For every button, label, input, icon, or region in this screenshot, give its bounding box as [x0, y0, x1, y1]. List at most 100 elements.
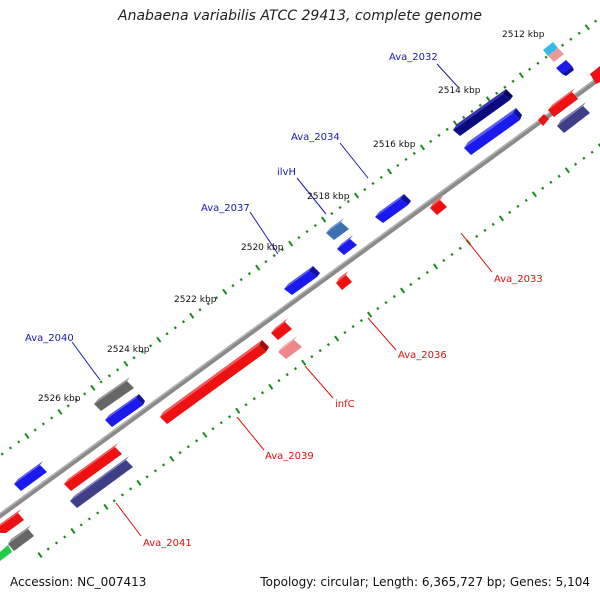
- gene-block-infc-red[interactable]: [271, 318, 292, 340]
- major-tick: [498, 215, 505, 222]
- minor-tick: [508, 210, 512, 214]
- minor-tick: [470, 109, 474, 113]
- gene-block-top-red-edge[interactable]: [590, 66, 600, 84]
- gene-block-ava-2032b[interactable]: [464, 108, 522, 155]
- gene-block-ava-2041-purple[interactable]: [70, 456, 133, 508]
- gene-block-left-blue[interactable]: [14, 461, 47, 491]
- major-tick: [235, 407, 241, 414]
- minor-tick: [478, 103, 482, 107]
- minor-tick: [277, 379, 281, 383]
- gene-block-ava-2033[interactable]: [430, 196, 447, 215]
- gene-block-ava-2039[interactable]: [160, 340, 269, 424]
- gene-block-ava-2036[interactable]: [336, 271, 352, 290]
- gene-block-ilvh[interactable]: [326, 218, 349, 240]
- minor-tick: [66, 404, 70, 408]
- minor-tick: [560, 43, 565, 47]
- minor-tick: [129, 487, 133, 491]
- genome-summary-label: Topology: circular; Length: 6,365,727 bp…: [260, 575, 590, 589]
- minor-tick: [0, 452, 4, 456]
- major-tick: [353, 192, 360, 199]
- minor-tick: [376, 306, 380, 311]
- minor-tick: [247, 272, 252, 276]
- minor-tick: [99, 380, 103, 384]
- minor-tick: [285, 373, 289, 377]
- gene-block-top-red[interactable]: [548, 88, 578, 117]
- gene-block-infc-pink[interactable]: [278, 336, 302, 359]
- minor-tick: [313, 223, 317, 228]
- gene-block-bottom-grey[interactable]: [8, 525, 34, 551]
- minor-tick: [429, 139, 433, 144]
- minor-tick: [41, 422, 45, 426]
- gene-block-top-purple[interactable]: [557, 102, 590, 133]
- minor-tick: [462, 115, 466, 119]
- minor-tick: [330, 211, 334, 216]
- gene-block-ava-2037[interactable]: [284, 266, 320, 295]
- minor-tick: [384, 300, 388, 305]
- kbp-tick-label: 2514 kbp: [438, 86, 481, 96]
- gene-label[interactable]: Ava_2039: [265, 451, 314, 462]
- minor-tick: [511, 79, 515, 83]
- minor-tick: [582, 156, 586, 160]
- gene-block-ava-2032[interactable]: [453, 89, 513, 136]
- gene-block-top-cyan[interactable]: [543, 42, 564, 62]
- minor-tick: [231, 284, 235, 288]
- minor-tick: [379, 175, 383, 180]
- minor-tick: [17, 440, 21, 444]
- gene-label[interactable]: Ava_2033: [494, 274, 543, 285]
- minor-tick: [359, 318, 363, 323]
- gene-block-top-blue[interactable]: [556, 60, 574, 76]
- gene-block-ava-2040-blue[interactable]: [105, 394, 145, 427]
- minor-tick: [173, 326, 177, 330]
- gene-label[interactable]: ilvH: [277, 167, 296, 178]
- minor-tick: [392, 294, 396, 299]
- minor-tick: [305, 229, 309, 234]
- accession-label: Accession: NC_007413: [10, 575, 147, 589]
- minor-tick: [343, 330, 347, 335]
- minor-tick: [83, 392, 87, 396]
- major-tick: [301, 359, 307, 366]
- gene-label[interactable]: infC: [335, 399, 355, 410]
- gene-block-ava-2040-grey[interactable]: [94, 377, 134, 411]
- minor-tick: [475, 234, 479, 239]
- major-tick: [386, 168, 393, 175]
- minor-tick: [503, 85, 507, 89]
- minor-tick: [96, 511, 100, 515]
- gene-label[interactable]: Ava_2040: [25, 333, 74, 344]
- minor-tick: [569, 37, 573, 41]
- minor-tick: [524, 198, 528, 202]
- gene-label[interactable]: Ava_2032: [389, 52, 438, 63]
- gene-block-bottom-green[interactable]: [0, 545, 12, 561]
- minor-tick: [536, 61, 540, 65]
- minor-tick: [450, 252, 454, 257]
- major-tick: [518, 72, 524, 79]
- minor-tick: [8, 446, 13, 450]
- gene-block-ilvh-b[interactable]: [337, 235, 357, 255]
- minor-tick: [79, 523, 83, 527]
- minor-tick: [404, 157, 408, 162]
- gene-label[interactable]: Ava_2036: [398, 350, 447, 361]
- minor-tick: [181, 320, 186, 324]
- map-title: Anabaena variabilis ATCC 29413, complete…: [118, 8, 482, 24]
- minor-tick: [318, 348, 322, 353]
- gene-block-top-red-small[interactable]: [538, 114, 549, 126]
- minor-tick: [120, 493, 125, 497]
- major-tick: [399, 287, 406, 294]
- kbp-tick-labels: 2512 kbp 2514 kbp 2516 kbp 2518 kbp 2520…: [38, 30, 545, 404]
- gene-block-bottom-red[interactable]: [0, 509, 24, 533]
- minor-tick: [227, 415, 232, 419]
- minor-tick: [219, 421, 223, 425]
- minor-tick: [244, 403, 248, 407]
- minor-tick: [425, 270, 429, 275]
- gene-block-ava-2041-red[interactable]: [64, 443, 122, 491]
- minor-tick: [186, 445, 190, 449]
- gene-label[interactable]: Ava_2034: [291, 132, 340, 143]
- gene-label[interactable]: Ava_2041: [143, 538, 192, 549]
- kbp-tick-label: 2522 kbp: [174, 295, 217, 305]
- tick-dot-tracks: [0, 19, 600, 559]
- gene-block-ava-2034[interactable]: [375, 194, 411, 223]
- gene-label[interactable]: Ava_2037: [201, 203, 250, 214]
- major-tick: [222, 288, 228, 295]
- major-tick: [366, 311, 373, 318]
- minor-tick: [162, 463, 166, 467]
